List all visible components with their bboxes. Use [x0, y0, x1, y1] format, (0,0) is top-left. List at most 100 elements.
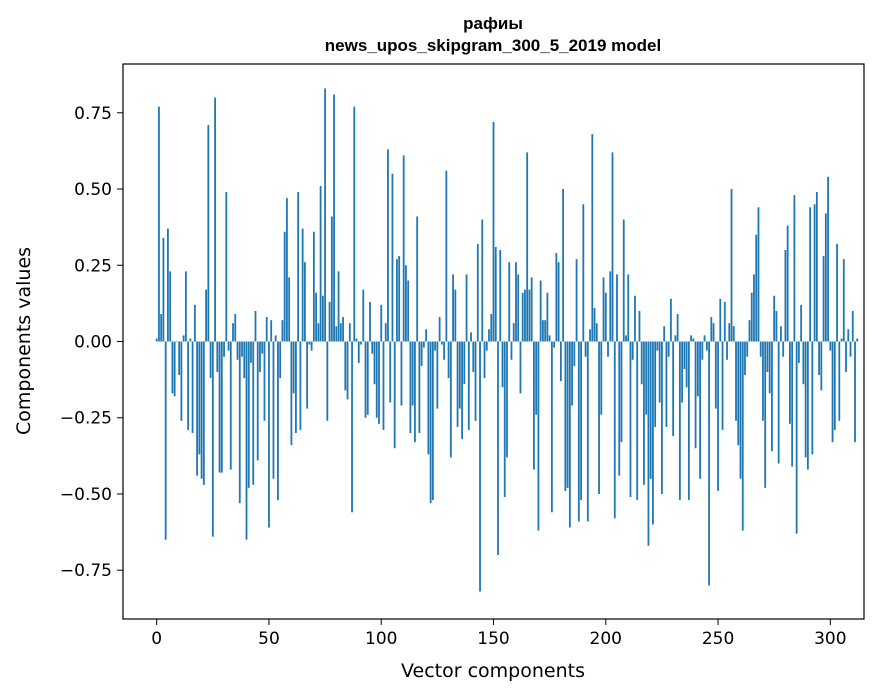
bar-131 — [449, 341, 452, 458]
bar-102 — [384, 323, 387, 342]
y-tick-label: 0.75 — [74, 104, 112, 124]
bar-136 — [461, 341, 463, 440]
bar-267 — [755, 234, 758, 342]
bar-296 — [820, 341, 823, 391]
bar-162 — [519, 341, 522, 394]
y-tick-label: −0.25 — [60, 409, 112, 429]
bar-276 — [775, 311, 778, 342]
bar-77 — [328, 301, 331, 342]
bar-224 — [658, 341, 661, 403]
bar-254 — [726, 341, 728, 360]
bar-145 — [481, 219, 484, 342]
bar-217 — [643, 341, 645, 485]
bar-5 — [167, 228, 169, 342]
bar-33 — [229, 341, 232, 470]
bar-289 — [804, 341, 807, 458]
bar-82 — [339, 323, 342, 342]
bar-119 — [422, 341, 425, 348]
bar-83 — [342, 317, 344, 342]
bar-91 — [360, 341, 362, 345]
bar-154 — [501, 341, 504, 388]
bar-150 — [492, 121, 495, 342]
bar-35 — [234, 314, 237, 342]
x-axis-label: Vector components — [401, 660, 585, 682]
bar-90 — [357, 341, 360, 363]
bar-64 — [299, 341, 302, 430]
bar-236 — [685, 341, 688, 388]
bar-56 — [281, 320, 284, 342]
bar-181 — [562, 189, 565, 342]
y-axis: −0.75 −0.50 −0.25 0.00 0.25 0.50 0.75 — [60, 104, 123, 581]
bar-92 — [362, 289, 365, 342]
bar-165 — [526, 152, 529, 342]
bar-259 — [737, 341, 740, 446]
bar-256 — [730, 189, 733, 342]
bar-133 — [454, 289, 457, 342]
bar-192 — [586, 341, 589, 522]
bar-86 — [348, 323, 351, 342]
bar-139 — [467, 341, 470, 430]
bar-160 — [515, 262, 517, 342]
bar-27 — [216, 341, 219, 372]
bar-163 — [521, 292, 524, 342]
bar-128 — [443, 341, 445, 360]
bar-153 — [499, 250, 502, 342]
bar-4 — [164, 341, 167, 540]
bar-260 — [739, 341, 742, 479]
bar-8 — [173, 341, 176, 397]
bar-293 — [813, 204, 816, 342]
bar-191 — [584, 341, 587, 357]
bar-233 — [678, 341, 681, 501]
bar-266 — [753, 274, 755, 342]
bar-107 — [396, 259, 398, 342]
bar-74 — [321, 295, 324, 342]
bar-78 — [330, 216, 333, 342]
bar-182 — [564, 341, 567, 491]
bar-237 — [687, 341, 690, 501]
bar-251 — [719, 298, 722, 342]
bar-203 — [611, 152, 614, 342]
bar-248 — [712, 323, 715, 342]
bar-130 — [447, 341, 450, 379]
bar-88 — [353, 106, 356, 342]
bar-3 — [162, 237, 165, 342]
bar-116 — [416, 216, 419, 342]
bar-232 — [676, 314, 679, 342]
bar-294 — [815, 192, 818, 342]
bar-169 — [535, 341, 538, 415]
bar-25 — [211, 341, 214, 537]
bar-278 — [780, 326, 782, 342]
bar-199 — [602, 277, 605, 342]
bar-94 — [366, 341, 369, 415]
x-axis: 0 50 100 150 200 250 300 — [151, 619, 847, 649]
bar-212 — [631, 341, 634, 360]
bar-211 — [629, 341, 632, 498]
bar-295 — [818, 341, 820, 376]
bar-242 — [699, 341, 701, 479]
bar-200 — [604, 292, 607, 342]
bar-220 — [649, 341, 652, 479]
bar-95 — [369, 301, 371, 342]
bar-108 — [398, 256, 401, 342]
bar-249 — [714, 341, 717, 409]
bar-161 — [517, 274, 520, 342]
bar-225 — [661, 341, 663, 494]
bar-209 — [625, 335, 627, 342]
bar-177 — [553, 341, 556, 348]
bar-304 — [838, 341, 841, 421]
bar-238 — [690, 335, 692, 342]
bar-311 — [854, 341, 856, 443]
bar-159 — [512, 323, 515, 342]
bar-300 — [829, 341, 832, 351]
bar-285 — [795, 341, 798, 534]
bar-228 — [667, 341, 670, 357]
bar-158 — [510, 341, 513, 360]
bar-23 — [207, 124, 210, 342]
bar-252 — [721, 341, 724, 430]
bar-16 — [191, 341, 194, 433]
bar-22 — [205, 289, 207, 342]
bar-28 — [218, 341, 221, 473]
bar-223 — [656, 341, 659, 351]
bar-174 — [546, 292, 549, 342]
